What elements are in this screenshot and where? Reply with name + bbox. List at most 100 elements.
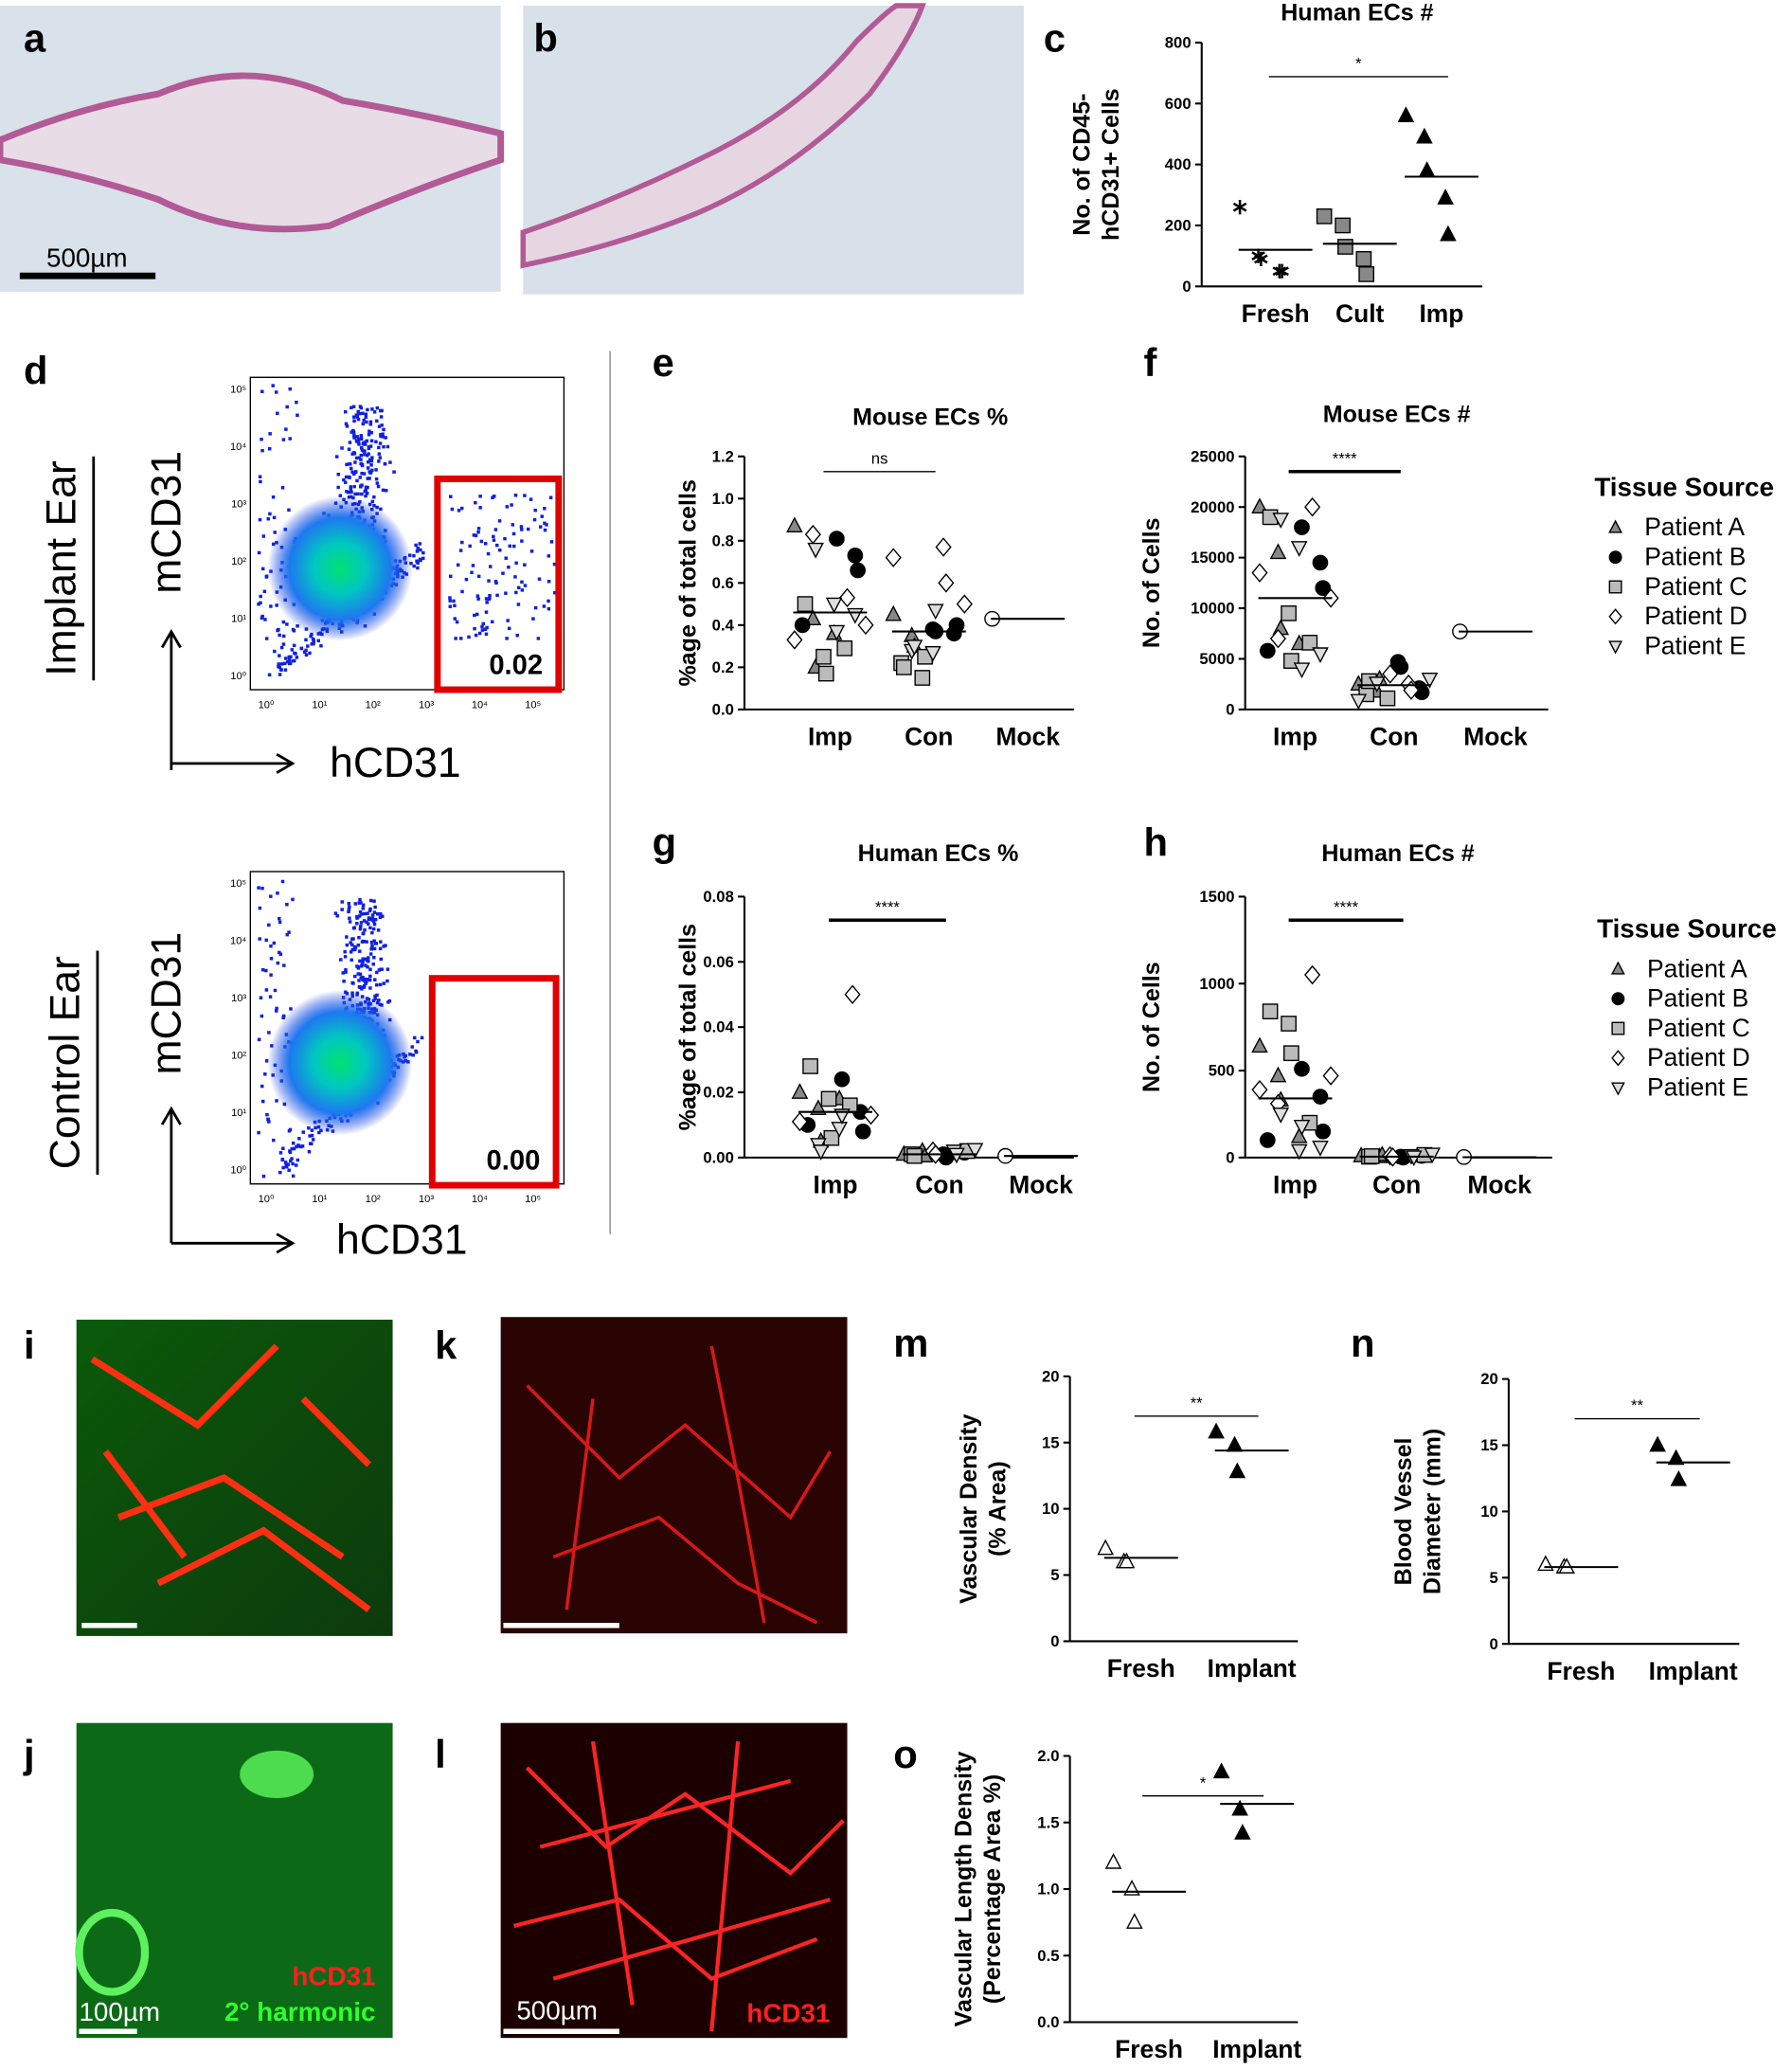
event-dot (488, 594, 492, 598)
event-dot (382, 444, 385, 449)
event-dot (352, 947, 357, 952)
event-dot (280, 486, 285, 490)
event-dot (286, 659, 290, 664)
chart-title: Human ECs # (1321, 840, 1474, 867)
event-dot (345, 490, 349, 494)
data-point (1251, 563, 1268, 583)
data-point (1281, 605, 1297, 621)
data-point (815, 648, 832, 665)
event-dot (513, 494, 518, 497)
event-dot (410, 1045, 414, 1049)
data-point (1269, 1066, 1287, 1083)
event-dot (316, 639, 320, 643)
data-point (854, 1123, 871, 1140)
event-dot (361, 903, 366, 908)
y-axis-label: %age of total cells (675, 924, 702, 1130)
y-tick-label: 10⁵ (230, 878, 246, 890)
legend-label: Patient C (1647, 1014, 1750, 1042)
event-dot (356, 964, 360, 969)
event-dot (356, 972, 360, 976)
event-dot (271, 384, 275, 387)
row-label: Control Ear (42, 956, 88, 1169)
event-dot (370, 499, 375, 504)
event-dot (507, 626, 511, 631)
event-dot (414, 543, 418, 548)
x-tick-label: Con (905, 722, 953, 750)
event-dot (365, 453, 369, 458)
event-dot (379, 433, 383, 437)
y-tick-label: 1.5 (1037, 1813, 1059, 1831)
data-point (966, 1143, 984, 1160)
event-dot (278, 1151, 283, 1155)
y-tick-label: 15000 (1191, 549, 1234, 567)
event-dot (371, 962, 375, 966)
event-dot (351, 981, 355, 985)
data-point (935, 537, 952, 557)
significance-label: * (1200, 1773, 1207, 1791)
event-dot (367, 909, 372, 913)
event-dot (483, 542, 488, 546)
event-dot (484, 597, 489, 601)
event-dot (257, 603, 260, 606)
event-dot (548, 495, 553, 499)
event-dot (460, 589, 464, 594)
event-dot (291, 1141, 296, 1145)
gate (434, 475, 563, 693)
event-dot (364, 981, 367, 985)
event-dot (269, 944, 273, 948)
event-dot (341, 971, 345, 975)
event-dot (357, 935, 361, 940)
legend-marker (1608, 550, 1622, 565)
event-dot (415, 559, 419, 564)
legend-marker (1608, 608, 1622, 625)
event-dot (289, 1007, 293, 1011)
event-dot (368, 952, 373, 956)
data-point (1379, 690, 1396, 707)
event-dot (344, 480, 348, 484)
data-point (1558, 1557, 1575, 1574)
data-point (1269, 628, 1286, 649)
event-dot (375, 481, 380, 485)
event-dot (259, 996, 263, 999)
event-dot (287, 657, 292, 662)
event-dot (357, 411, 362, 416)
event-dot (362, 919, 367, 923)
y-tick-label: 1500 (1199, 888, 1234, 906)
event-dot (312, 640, 315, 644)
data-point (1322, 1066, 1339, 1086)
data-point (1421, 673, 1439, 689)
event-dot (377, 999, 381, 1002)
event-dot (260, 886, 264, 891)
data-point (1254, 251, 1268, 267)
event-dot (310, 1133, 314, 1138)
event-dot (273, 649, 277, 654)
event-dot (523, 494, 527, 497)
y-tick-label: 0 (1226, 1148, 1234, 1166)
data-point (1231, 1799, 1248, 1816)
event-dot (278, 916, 281, 921)
data-point (1290, 1143, 1308, 1161)
event-dot (292, 643, 296, 648)
y-tick-label: 10⁴ (230, 936, 246, 947)
event-dot (366, 466, 370, 470)
data-point (1315, 1123, 1332, 1140)
event-dot (368, 898, 373, 903)
event-dot (304, 648, 308, 653)
event-dot (368, 917, 372, 922)
event-dot (299, 1144, 303, 1149)
panel-label: h (1144, 819, 1168, 864)
event-dot (285, 405, 289, 409)
event-dot (373, 978, 377, 981)
event-dot (365, 439, 369, 443)
event-dot (547, 580, 551, 584)
event-dot (268, 512, 272, 516)
y-tick-label: 0.0 (712, 700, 734, 718)
y-tick-label: 10¹ (231, 1107, 246, 1119)
event-dot (269, 604, 273, 608)
x-tick-label: Mock (1463, 722, 1528, 750)
event-dot (349, 490, 353, 495)
event-dot (467, 635, 471, 639)
event-dot (308, 651, 312, 656)
structure (75, 1908, 150, 1996)
event-dot (344, 970, 348, 974)
